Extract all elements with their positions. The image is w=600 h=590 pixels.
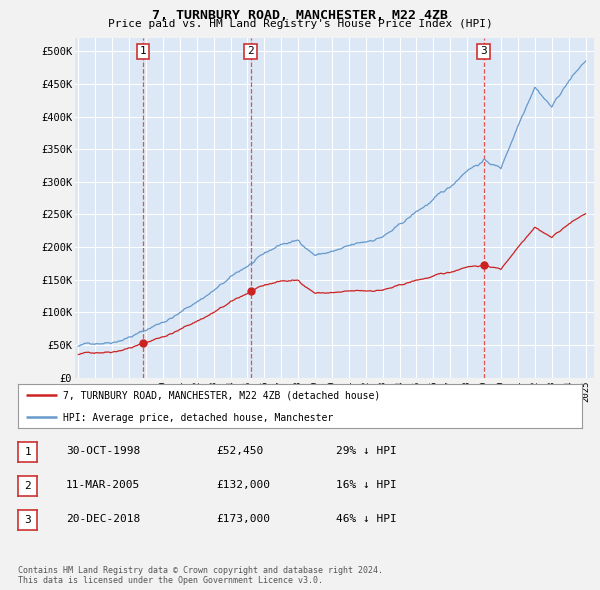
Text: 3: 3 <box>24 515 31 525</box>
Text: 20-DEC-2018: 20-DEC-2018 <box>66 514 140 524</box>
Text: 11-MAR-2005: 11-MAR-2005 <box>66 480 140 490</box>
Text: 2: 2 <box>247 47 254 57</box>
Text: 46% ↓ HPI: 46% ↓ HPI <box>336 514 397 524</box>
Text: 30-OCT-1998: 30-OCT-1998 <box>66 447 140 456</box>
Text: Price paid vs. HM Land Registry's House Price Index (HPI): Price paid vs. HM Land Registry's House … <box>107 19 493 30</box>
Text: 29% ↓ HPI: 29% ↓ HPI <box>336 447 397 456</box>
Text: £173,000: £173,000 <box>216 514 270 524</box>
Text: 16% ↓ HPI: 16% ↓ HPI <box>336 480 397 490</box>
Text: 1: 1 <box>140 47 146 57</box>
Text: 7, TURNBURY ROAD, MANCHESTER, M22 4ZB: 7, TURNBURY ROAD, MANCHESTER, M22 4ZB <box>152 9 448 22</box>
Text: £132,000: £132,000 <box>216 480 270 490</box>
Text: 1: 1 <box>24 447 31 457</box>
Text: 2: 2 <box>24 481 31 490</box>
Text: Contains HM Land Registry data © Crown copyright and database right 2024.
This d: Contains HM Land Registry data © Crown c… <box>18 566 383 585</box>
Text: 7, TURNBURY ROAD, MANCHESTER, M22 4ZB (detached house): 7, TURNBURY ROAD, MANCHESTER, M22 4ZB (d… <box>63 391 380 401</box>
Text: £52,450: £52,450 <box>216 447 263 456</box>
Text: HPI: Average price, detached house, Manchester: HPI: Average price, detached house, Manc… <box>63 412 334 422</box>
Text: 3: 3 <box>480 47 487 57</box>
